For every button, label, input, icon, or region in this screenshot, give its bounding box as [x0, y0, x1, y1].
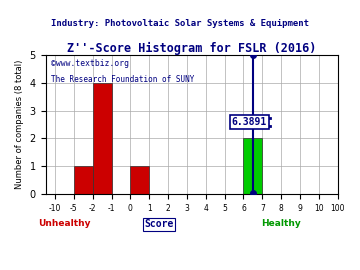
- Text: ©www.textbiz.org: ©www.textbiz.org: [51, 59, 129, 68]
- Bar: [93, 83, 112, 194]
- Title: Z''-Score Histogram for FSLR (2016): Z''-Score Histogram for FSLR (2016): [67, 42, 316, 55]
- Y-axis label: Number of companies (8 total): Number of companies (8 total): [15, 60, 24, 189]
- Text: Score: Score: [144, 219, 173, 229]
- Text: The Research Foundation of SUNY: The Research Foundation of SUNY: [51, 75, 195, 83]
- Text: Industry: Photovoltaic Solar Systems & Equipment: Industry: Photovoltaic Solar Systems & E…: [51, 19, 309, 28]
- Text: 6.3891: 6.3891: [231, 117, 267, 127]
- Bar: [74, 166, 93, 194]
- Bar: [130, 166, 149, 194]
- Bar: [243, 139, 262, 194]
- Text: Healthy: Healthy: [261, 219, 301, 228]
- Text: Unhealthy: Unhealthy: [38, 219, 91, 228]
